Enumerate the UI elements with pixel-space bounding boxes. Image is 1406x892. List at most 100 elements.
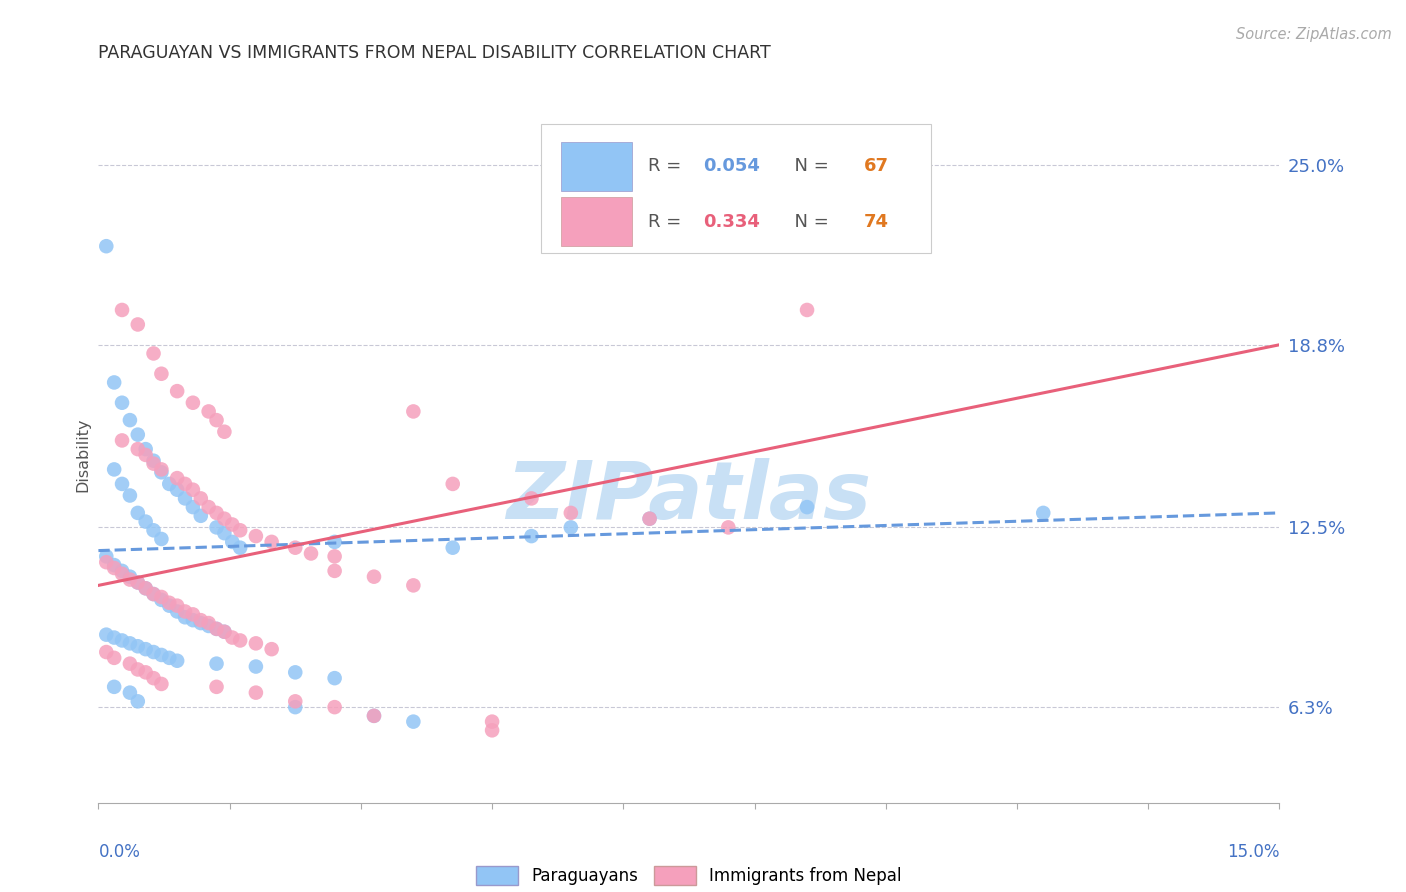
Point: [205, 506, 228, 520]
Point: [181, 500, 204, 514]
Text: PARAGUAYAN VS IMMIGRANTS FROM NEPAL DISABILITY CORRELATION CHART: PARAGUAYAN VS IMMIGRANTS FROM NEPAL DISA…: [98, 45, 770, 62]
Text: 67: 67: [863, 157, 889, 175]
Point: [638, 512, 661, 526]
Point: [103, 561, 125, 575]
Point: [111, 303, 134, 318]
Point: [197, 500, 219, 514]
Point: [284, 541, 307, 555]
Point: [1032, 506, 1054, 520]
Point: [323, 671, 346, 685]
Text: Source: ZipAtlas.com: Source: ZipAtlas.com: [1236, 27, 1392, 42]
Point: [402, 714, 425, 729]
Point: [166, 605, 188, 619]
Point: [135, 515, 157, 529]
Point: [481, 714, 503, 729]
Point: [142, 587, 165, 601]
Point: [221, 631, 243, 645]
Point: [205, 622, 228, 636]
Point: [118, 489, 141, 503]
Point: [363, 708, 385, 723]
Point: [127, 575, 149, 590]
Text: 74: 74: [863, 213, 889, 231]
Point: [127, 506, 149, 520]
Point: [520, 491, 543, 506]
Point: [205, 680, 228, 694]
Text: 0.0%: 0.0%: [98, 843, 141, 861]
Point: [402, 578, 425, 592]
Point: [135, 665, 157, 680]
Point: [174, 605, 197, 619]
Point: [174, 610, 197, 624]
Point: [190, 508, 212, 523]
Point: [284, 694, 307, 708]
Point: [221, 517, 243, 532]
Point: [127, 318, 149, 332]
Point: [197, 619, 219, 633]
Point: [142, 523, 165, 537]
Point: [96, 645, 118, 659]
Point: [127, 427, 149, 442]
Point: [260, 535, 283, 549]
Point: [103, 376, 125, 390]
Point: [166, 384, 188, 399]
Point: [127, 442, 149, 457]
Point: [166, 599, 188, 613]
Point: [197, 404, 219, 418]
Point: [520, 529, 543, 543]
Text: 15.0%: 15.0%: [1227, 843, 1279, 861]
Point: [96, 555, 118, 569]
Text: N =: N =: [783, 157, 835, 175]
Point: [166, 471, 188, 485]
Point: [150, 590, 173, 604]
Point: [229, 523, 252, 537]
Point: [111, 566, 134, 581]
Point: [127, 639, 149, 653]
Point: [299, 546, 322, 561]
Point: [157, 596, 180, 610]
Point: [363, 708, 385, 723]
Point: [214, 512, 236, 526]
Point: [103, 631, 125, 645]
Point: [441, 541, 464, 555]
Point: [111, 564, 134, 578]
FancyBboxPatch shape: [541, 125, 931, 253]
Point: [284, 665, 307, 680]
Point: [142, 645, 165, 659]
Point: [190, 613, 212, 627]
Point: [205, 622, 228, 636]
Point: [214, 425, 236, 439]
Point: [166, 483, 188, 497]
Point: [214, 624, 236, 639]
Point: [174, 476, 197, 491]
Point: [796, 500, 818, 514]
Point: [323, 564, 346, 578]
Point: [111, 633, 134, 648]
Point: [118, 573, 141, 587]
Point: [638, 512, 661, 526]
Point: [157, 476, 180, 491]
Point: [118, 636, 141, 650]
Point: [441, 476, 464, 491]
Point: [166, 654, 188, 668]
Point: [181, 483, 204, 497]
Text: R =: R =: [648, 213, 686, 231]
Point: [284, 700, 307, 714]
Point: [402, 404, 425, 418]
Point: [205, 657, 228, 671]
Point: [181, 607, 204, 622]
Text: 0.054: 0.054: [703, 157, 761, 175]
Point: [118, 657, 141, 671]
Point: [214, 624, 236, 639]
Point: [205, 520, 228, 534]
Point: [174, 491, 197, 506]
Point: [142, 587, 165, 601]
Point: [103, 651, 125, 665]
Point: [135, 442, 157, 457]
Point: [245, 529, 267, 543]
Point: [245, 659, 267, 673]
Point: [150, 532, 173, 546]
Text: 0.334: 0.334: [703, 213, 761, 231]
Point: [150, 462, 173, 476]
Point: [229, 633, 252, 648]
Point: [323, 700, 346, 714]
